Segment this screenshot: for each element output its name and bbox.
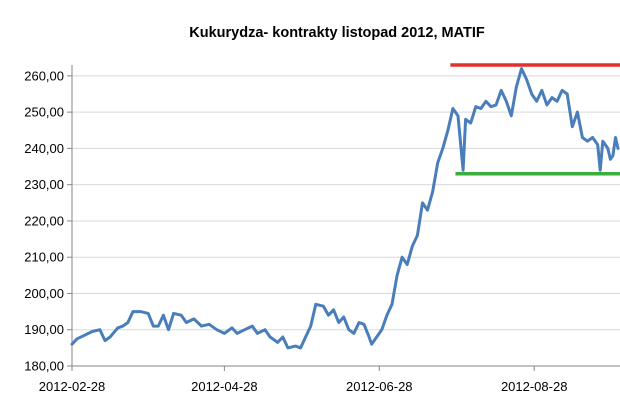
axes bbox=[67, 65, 620, 371]
y-tick-label: 260,00 bbox=[24, 68, 64, 83]
y-tick-label: 240,00 bbox=[24, 141, 64, 156]
x-tick-label: 2012-04-28 bbox=[191, 379, 258, 394]
y-tick-label: 210,00 bbox=[24, 250, 64, 265]
y-tick-label: 200,00 bbox=[24, 286, 64, 301]
y-tick-label: 180,00 bbox=[24, 359, 64, 374]
series-lines bbox=[70, 67, 620, 350]
y-tick-label: 230,00 bbox=[24, 177, 64, 192]
gridlines bbox=[72, 75, 620, 331]
series-line bbox=[70, 67, 620, 350]
x-tick-label: 2012-02-28 bbox=[39, 379, 106, 394]
y-tick-label: 220,00 bbox=[24, 213, 64, 228]
chart-title: Kukurydza- kontrakty listopad 2012, MATI… bbox=[189, 25, 485, 41]
x-tick-label: 2012-08-28 bbox=[501, 379, 568, 394]
y-tick-label: 190,00 bbox=[24, 322, 64, 337]
x-axis-tick-labels: 2012-02-28 2012-04-28 2012-06-28 2012-08-28 bbox=[39, 379, 568, 394]
y-tick-label: 250,00 bbox=[24, 105, 64, 120]
y-axis-tick-labels: 180,00 190,00 200,00 210,00 220,00 230,00 240,… bbox=[24, 68, 64, 373]
x-tick-label: 2012-06-28 bbox=[346, 379, 413, 394]
reference-lines bbox=[450, 63, 620, 176]
